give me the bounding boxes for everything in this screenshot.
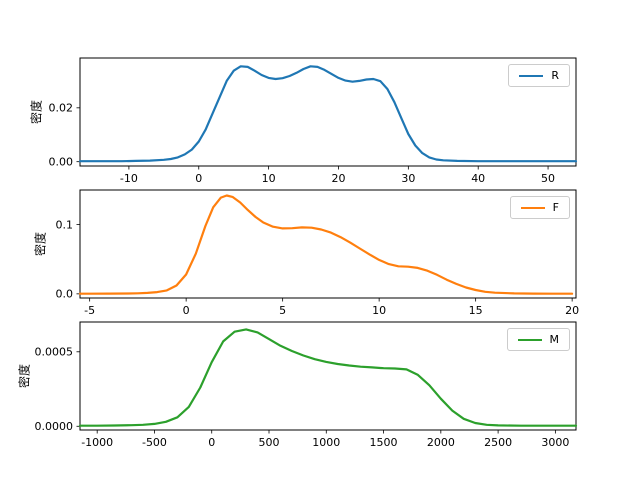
axes-frame-f (79, 189, 577, 299)
legend-label-f: F (552, 201, 559, 214)
x-tick-label: 1000 (312, 436, 340, 449)
x-tick-label: 10 (262, 172, 276, 185)
y-tick-label: 0.02 (49, 102, 74, 115)
y-tick-label: 0.00 (49, 155, 74, 168)
legend-label-m: M (549, 333, 560, 346)
legend-subplot-r: R (508, 64, 570, 87)
legend-subplot-f: F (509, 196, 570, 219)
legend-line-sample-f-icon (520, 206, 545, 209)
x-tick-label: 15 (469, 304, 483, 317)
x-tick-label: 1500 (370, 436, 398, 449)
x-tick-label: 5 (279, 304, 286, 317)
x-tick-label: 0 (183, 304, 190, 317)
density-curve-f (78, 194, 574, 295)
x-tick-label: 40 (471, 172, 485, 185)
subplot-f: -5 0 5 10 15 20 0.0 0.1 (56, 189, 579, 317)
x-tick-label: 50 (541, 172, 555, 185)
x-tick-label: -1000 (81, 436, 113, 449)
x-tick-label: 0 (195, 172, 202, 185)
x-tick-label: 2000 (427, 436, 455, 449)
x-tick-label: 3000 (541, 436, 569, 449)
x-tick-label: 0 (208, 436, 215, 449)
legend-line-sample-r-icon (519, 74, 544, 77)
y-tick-label: 0.0 (56, 288, 74, 301)
x-tick-label: 20 (565, 304, 579, 317)
legend-subplot-m: M (506, 328, 570, 351)
x-tick-label: 30 (401, 172, 415, 185)
ylabel-subplot-r: 密度 (29, 99, 44, 125)
ylabel-subplot-m: 密度 (17, 363, 32, 389)
y-tick-label: 0.1 (56, 218, 74, 231)
legend-line-sample-m-icon (517, 338, 542, 341)
subplot-r: -10 0 10 20 30 40 50 0.00 0.02 (49, 57, 578, 185)
axes-frame-r (79, 57, 577, 167)
y-tick-label: 0.0000 (35, 420, 74, 433)
x-tick-label: -5 (84, 304, 95, 317)
axes-frame-m (79, 321, 577, 431)
x-tick-label: -500 (142, 436, 167, 449)
y-tick-label: 0.0005 (35, 346, 74, 359)
ylabel-subplot-f: 密度 (33, 231, 48, 257)
density-curve-r (78, 65, 578, 163)
density-curve-m (78, 328, 578, 427)
x-tick-label: 2500 (484, 436, 512, 449)
x-tick-label: 20 (331, 172, 345, 185)
x-tick-label: 500 (259, 436, 280, 449)
legend-label-r: R (551, 69, 559, 82)
x-tick-label: 10 (372, 304, 386, 317)
x-tick-label: -10 (120, 172, 138, 185)
subplot-m: -1000 -500 0 500 1000 1500 2000 2500 3000 0.0000 0… (35, 321, 578, 449)
